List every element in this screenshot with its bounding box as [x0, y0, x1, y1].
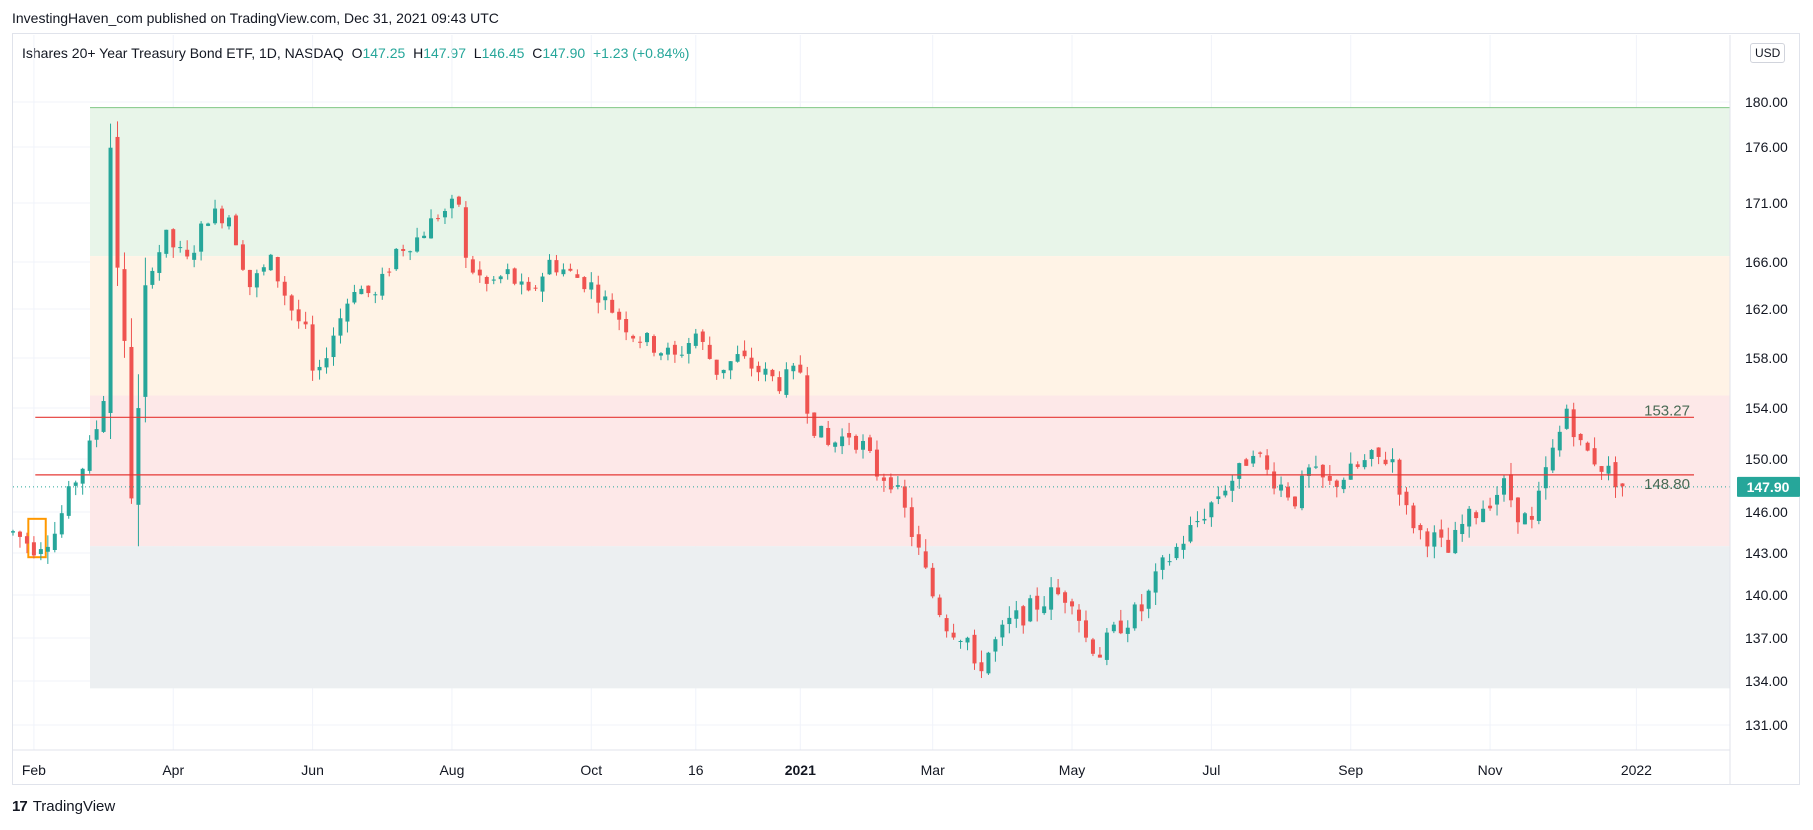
low-label: L	[473, 45, 482, 61]
chart-frame	[12, 33, 1800, 785]
open-label: O	[351, 45, 363, 61]
published-header: InvestingHaven_com published on TradingV…	[12, 10, 499, 26]
open-value: 147.25	[362, 45, 406, 61]
change-value: +1.23 (+0.84%)	[592, 45, 690, 61]
symbol-name: Ishares 20+ Year Treasury Bond ETF, 1D, …	[22, 45, 344, 61]
close-label: C	[532, 45, 543, 61]
low-value: 146.45	[481, 45, 525, 61]
tradingview-logo-icon: 17	[12, 798, 28, 815]
currency-button[interactable]: USD	[1750, 43, 1786, 63]
close-value: 147.90	[542, 45, 586, 61]
symbol-legend: Ishares 20+ Year Treasury Bond ETF, 1D, …	[22, 45, 689, 61]
footer-brand: 17 TradingView	[12, 798, 115, 815]
footer-brand-label: TradingView	[32, 798, 116, 815]
high-label: H	[413, 45, 424, 61]
high-value: 147.97	[423, 45, 467, 61]
